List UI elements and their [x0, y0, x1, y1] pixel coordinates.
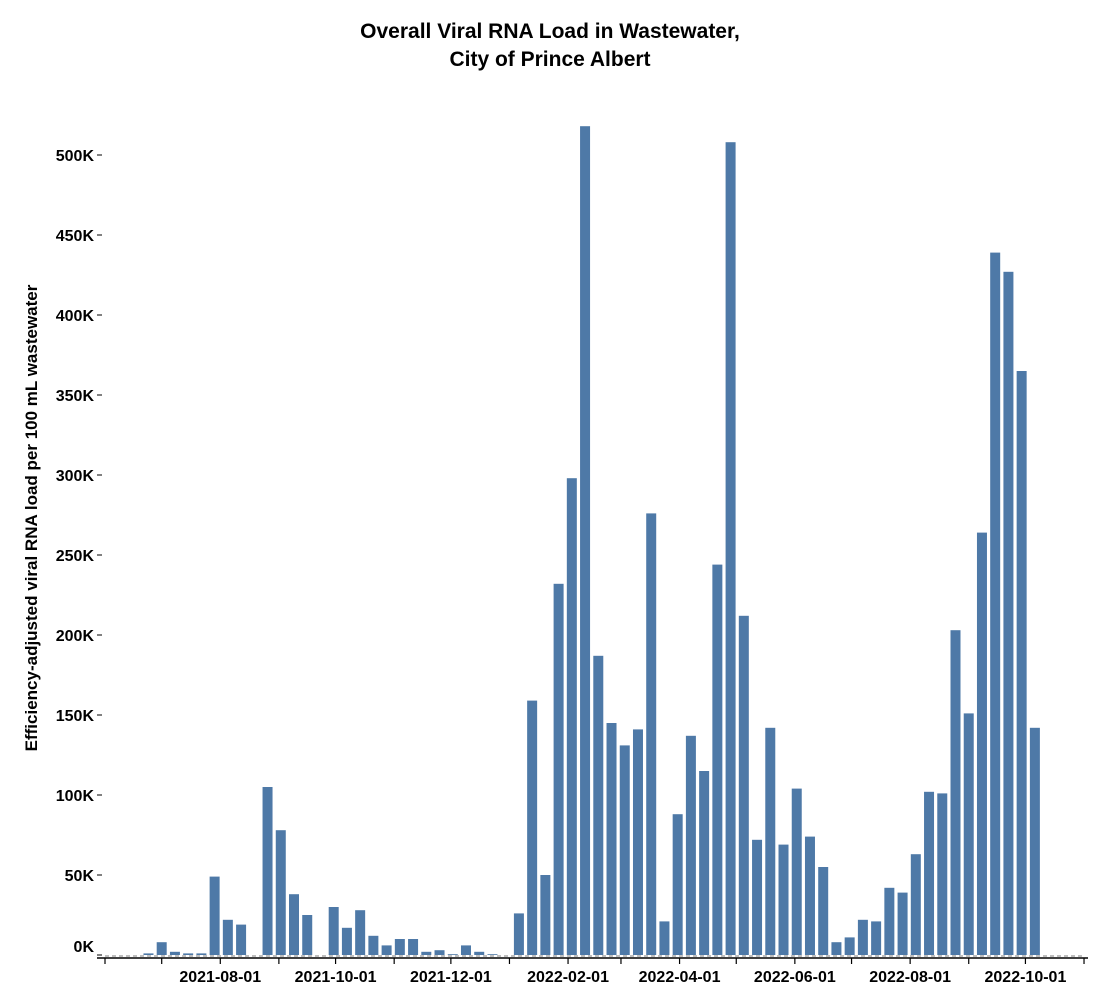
- y-tick-label: 400K: [56, 308, 95, 325]
- bar: [1003, 271, 1014, 955]
- x-tick-label: 2022-08-01: [869, 969, 951, 986]
- bar: [699, 771, 710, 955]
- bar: [447, 954, 458, 955]
- bars: [143, 126, 1040, 956]
- bar: [236, 924, 247, 955]
- x-tick-label: 2021-12-01: [410, 969, 492, 986]
- bar: [924, 791, 935, 955]
- bar: [738, 615, 749, 955]
- bar: [818, 867, 829, 955]
- bar: [143, 953, 154, 955]
- bar: [672, 814, 683, 955]
- y-tick-label: 300K: [56, 468, 95, 485]
- y-axis-label: Efficiency-adjusted viral RNA load per 1…: [22, 284, 41, 751]
- bar: [566, 478, 577, 955]
- bar: [156, 942, 167, 955]
- bar: [1029, 727, 1040, 955]
- bar: [262, 787, 273, 955]
- y-tick-label: 150K: [56, 708, 95, 725]
- bar: [646, 513, 657, 955]
- bar: [341, 927, 352, 955]
- bar: [540, 875, 551, 955]
- bar: [897, 892, 908, 955]
- bar: [394, 939, 405, 955]
- bar: [328, 907, 339, 955]
- bar: [685, 735, 696, 955]
- bar: [844, 937, 855, 955]
- y-tick-label: 500K: [56, 148, 95, 165]
- bar: [196, 953, 207, 955]
- bar: [857, 919, 868, 955]
- bar: [778, 844, 789, 955]
- bar: [368, 935, 379, 955]
- bar: [580, 126, 591, 955]
- bar: [460, 945, 471, 955]
- bar: [831, 942, 842, 955]
- bar: [606, 723, 617, 955]
- y-axis: 0K 50K 100K 150K 200K 250K 300K 350K 400K 450K 500…: [56, 148, 102, 956]
- bar: [632, 729, 643, 955]
- bar: [910, 854, 921, 955]
- x-tick-label: 2022-04-01: [639, 969, 721, 986]
- y-tick-label: 450K: [56, 228, 95, 245]
- x-tick-label: 2022-10-01: [985, 969, 1067, 986]
- bar: [937, 793, 948, 955]
- y-tick-label: 350K: [56, 388, 95, 405]
- bar: [355, 910, 366, 955]
- bar: [275, 830, 286, 955]
- bar: [884, 887, 895, 955]
- y-tick-label: 0K: [74, 939, 95, 956]
- bar: [222, 919, 233, 955]
- bar: [619, 745, 630, 955]
- bar: [791, 788, 802, 955]
- bar: [950, 630, 961, 955]
- chart-title-line-1: Overall Viral RNA Load in Wastewater,: [360, 20, 740, 43]
- bar: [871, 921, 882, 955]
- bar: [527, 700, 538, 955]
- y-tick-label: 100K: [56, 788, 95, 805]
- bar: [487, 954, 498, 955]
- bar: [289, 894, 299, 955]
- y-tick-label: 250K: [56, 548, 95, 565]
- bar: [421, 951, 432, 955]
- bar: [553, 583, 564, 955]
- bar: [990, 252, 1001, 956]
- x-tick-label: 2021-08-01: [179, 969, 261, 986]
- bar: [752, 839, 763, 955]
- bar: [169, 951, 180, 955]
- x-tick-label: 2022-02-01: [527, 969, 609, 986]
- bar: [408, 939, 419, 955]
- bar: [474, 951, 485, 955]
- y-tick-label: 50K: [65, 868, 95, 885]
- bar: [1016, 371, 1027, 955]
- bar: [804, 836, 815, 955]
- bar: [712, 564, 723, 955]
- bar: [976, 532, 987, 955]
- bar: [725, 142, 736, 955]
- bar: [434, 950, 445, 955]
- bar: [381, 945, 392, 955]
- bar: [659, 921, 670, 955]
- x-tick-label: 2021-10-01: [295, 969, 377, 986]
- bar: [765, 727, 776, 955]
- chart-title-line-2: City of Prince Albert: [449, 48, 650, 71]
- bar: [593, 655, 604, 955]
- x-axis: 2021-08-01 2021-10-01 2021-12-01 2022-02-01…: [104, 958, 1085, 986]
- bar: [302, 915, 313, 955]
- bar: [963, 713, 974, 955]
- bar: [183, 953, 194, 955]
- y-tick-label: 200K: [56, 628, 95, 645]
- x-tick-label: 2022-06-01: [754, 969, 836, 986]
- bar: [209, 876, 220, 955]
- bar: [513, 913, 524, 955]
